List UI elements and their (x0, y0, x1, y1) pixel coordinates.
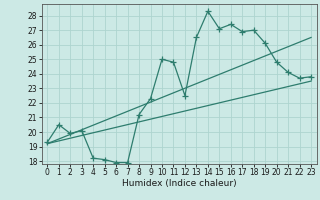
X-axis label: Humidex (Indice chaleur): Humidex (Indice chaleur) (122, 179, 236, 188)
